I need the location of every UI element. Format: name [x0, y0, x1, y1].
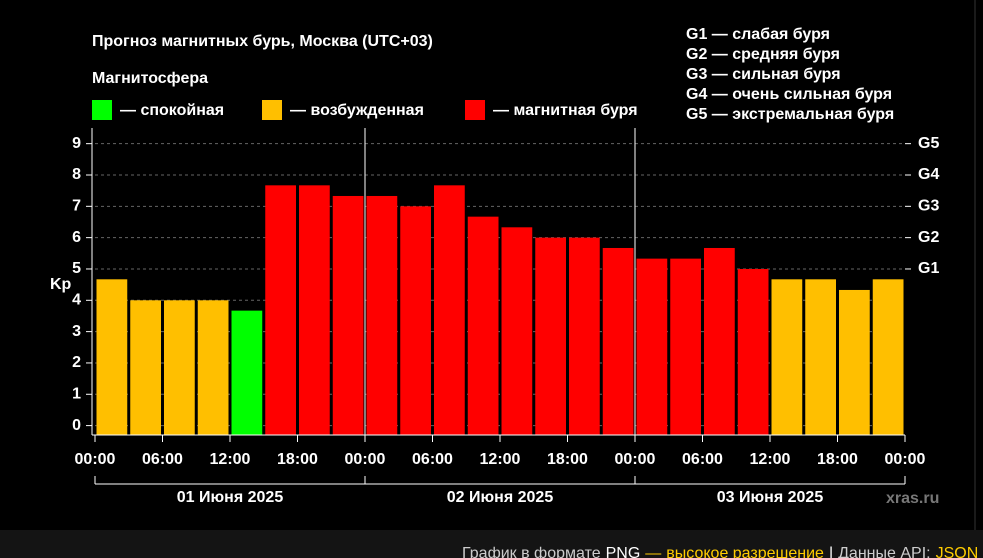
legend-swatch — [92, 100, 112, 120]
footer-text: PNG — [606, 545, 641, 558]
legend-label: — возбужденная — [290, 102, 424, 119]
footer-text: — — [645, 545, 661, 558]
storm-legend: G1 — слабая буря — [686, 26, 830, 43]
bar — [704, 247, 735, 435]
x-tick-label: 06:00 — [142, 451, 183, 468]
x-tick-label: 18:00 — [817, 451, 858, 468]
y2-tick-label: G2 — [918, 229, 939, 246]
y-tick-label: 8 — [72, 166, 81, 183]
day-label: 03 Июня 2025 — [717, 489, 824, 506]
bar — [636, 258, 668, 435]
legend-swatch — [262, 100, 282, 120]
x-tick-label: 12:00 — [750, 451, 791, 468]
x-tick-label: 18:00 — [277, 451, 318, 468]
bar — [771, 279, 803, 435]
day-label: 02 Июня 2025 — [447, 489, 554, 506]
day-label: 01 Июня 2025 — [177, 489, 284, 506]
y2-tick-label: G3 — [918, 198, 939, 215]
bar — [197, 300, 229, 435]
y2-tick-label: G1 — [918, 260, 939, 277]
y-tick-label: 7 — [72, 198, 81, 215]
storm-legend: G2 — средняя буря — [686, 46, 840, 63]
y-tick-label: 4 — [72, 292, 81, 309]
x-tick-label: 06:00 — [412, 451, 453, 468]
bar — [366, 195, 398, 435]
bar — [467, 216, 499, 435]
bar — [231, 310, 263, 435]
storm-legend: G3 — сильная буря — [686, 66, 841, 83]
bar — [434, 185, 465, 435]
y-tick-label: 3 — [72, 323, 81, 340]
footer-text: Данные API: — [838, 545, 930, 558]
y-tick-label: 9 — [72, 135, 81, 152]
x-tick-label: 00:00 — [345, 451, 386, 468]
x-tick-label: 12:00 — [480, 451, 521, 468]
bar — [602, 247, 634, 435]
y-axis-label: Kp — [50, 276, 72, 293]
bar — [130, 300, 161, 435]
x-tick-label: 18:00 — [547, 451, 588, 468]
y-tick-label: 6 — [72, 229, 81, 246]
y-tick-label: 1 — [72, 385, 81, 402]
bar — [299, 185, 330, 435]
legend-swatch — [465, 100, 485, 120]
bar — [535, 237, 566, 435]
bar — [501, 227, 533, 435]
y-tick-label: 2 — [72, 354, 81, 371]
y-tick-label: 5 — [72, 260, 81, 277]
bar — [164, 300, 195, 435]
x-tick-label: 00:00 — [75, 451, 116, 468]
legend-label: — магнитная буря — [493, 102, 638, 119]
bar — [737, 268, 769, 435]
bar — [872, 279, 904, 435]
bar — [96, 279, 128, 435]
x-tick-label: 00:00 — [615, 451, 656, 468]
footer-bar — [0, 530, 983, 558]
x-tick-label: 06:00 — [682, 451, 723, 468]
y2-tick-label: G5 — [918, 135, 939, 152]
legend-label: — спокойная — [120, 102, 224, 119]
bar — [265, 185, 296, 435]
bar — [839, 289, 870, 435]
footer-text: высокое разрешение — [666, 545, 824, 558]
footer-text: | — [829, 545, 833, 558]
chart-title: Прогноз магнитных бурь, Москва (UTC+03) — [92, 33, 433, 50]
x-tick-label: 00:00 — [885, 451, 926, 468]
storm-legend: G4 — очень сильная буря — [686, 86, 892, 103]
y-tick-label: 0 — [72, 417, 81, 434]
bar — [400, 206, 431, 435]
y2-tick-label: G4 — [918, 166, 939, 183]
bar — [569, 237, 600, 435]
x-tick-label: 12:00 — [210, 451, 251, 468]
footer-text: График в формате — [462, 545, 601, 558]
bar — [670, 258, 701, 435]
bar — [805, 279, 836, 435]
footer-text: JSON — [936, 545, 979, 558]
bar — [332, 195, 364, 435]
subtitle: Магнитосфера — [92, 70, 208, 87]
watermark: xras.ru — [886, 490, 939, 507]
storm-legend: G5 — экстремальная буря — [686, 106, 894, 123]
